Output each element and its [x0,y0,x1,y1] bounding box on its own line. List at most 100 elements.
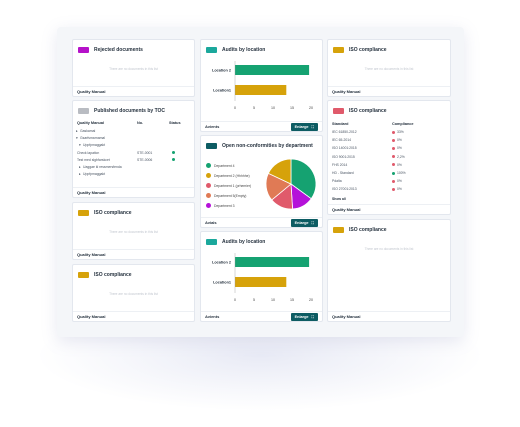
legend-swatch-icon [206,193,211,198]
iso-compliance-widget: ISO compliance There are no documents in… [72,264,195,322]
toc-item-label: Test med slgbfarskcet [77,157,110,162]
table-row[interactable]: ▸ Uppfpmaggakt [77,171,190,177]
quality-manual-label[interactable]: Quality Manual [77,314,106,319]
pie-slice[interactable] [267,158,292,185]
avients-label[interactable]: Avients [205,124,220,129]
expand-icon: ⛶ [311,220,314,225]
column-header: Status [169,121,181,125]
iso-tag-icon [333,108,344,114]
standard-name: ISO 27001:2013 [332,187,357,192]
audits-by-location-widget: Audits by location Location 2 Location1 0 5… [200,231,323,322]
x-tick-label: 5 [253,298,255,302]
compliance-value: 0% [397,187,402,192]
quality-manual-label[interactable]: Quality Manual [332,89,361,94]
legend-label: Department 1 (prhemier) [214,183,252,188]
table-row[interactable]: Check lapaticn STE-0001 [77,150,190,156]
table-row: IEC 61850-2012 33% [332,129,446,135]
quality-manual-label[interactable]: Quality Manual [332,207,361,212]
compliance-value: 0% [397,138,402,143]
status-dot-icon [172,151,175,155]
compliance-value: 0% [397,146,402,151]
legend-swatch-icon [206,183,211,188]
compliance-value: 0% [397,162,402,167]
standard-name: Pdalta [332,179,342,184]
compliance-dot-icon [392,171,395,175]
category-label: Location1 [213,89,231,93]
legend-item[interactable]: Department 1 (prhemier) [206,183,251,188]
quality-manual-label[interactable]: Quality Manual [332,314,361,319]
bar[interactable] [235,257,310,267]
iso-compliance-table: Standard Compliance IEC 61850-2012 33% IEC… [332,121,446,205]
rejected-documents-widget: Rejected documents There are no document… [72,39,195,97]
compliance-value: 0% [397,179,402,184]
quality-manual-label[interactable]: Quality Manual [77,252,106,257]
show-all-link[interactable]: Show all [332,197,346,201]
quality-manual-label[interactable]: Quality Manual [77,89,106,94]
table-row[interactable]: ▸ Uaggae kl ressmersfenda [77,164,190,170]
table-row[interactable]: ▾ Gsarfsmarnamal [76,135,190,141]
x-tick-label: 20 [309,298,313,302]
toc-item-label: Gaskamal [80,129,96,133]
table-row[interactable]: ▸ Gaskamal [76,128,190,134]
audits-tag-icon [206,239,217,245]
empty-list-placeholder: There are no documents in this list [364,247,414,251]
document-number: STE-0001 [137,150,153,155]
table-row: Pdalta 0% [332,178,446,184]
standard-name: IEC 61850-2012 [332,130,357,134]
table-row[interactable]: Test med slgbfarskcet STE-0006 [77,157,190,163]
column-header: Quality Manual [77,121,105,125]
x-tick-label: 20 [309,106,313,110]
iso-tag-icon [78,210,89,216]
audits-by-location-widget: Audits by location Location 2 Location1 0 5… [200,39,323,132]
enlarge-button[interactable]: Enlarge ⛶ [290,312,318,321]
chevron-down-icon[interactable]: ▾ [79,143,81,148]
compliance-dot-icon [392,146,395,150]
chevron-right-icon[interactable]: ▸ [79,172,81,177]
enlarge-button[interactable]: Enlarge ⛶ [290,218,318,227]
chevron-right-icon[interactable]: ▸ [79,165,81,169]
iso-compliance-widget: ISO compliance There are no documents in… [72,202,195,260]
chevron-right-icon[interactable]: ▸ [76,129,78,133]
iso-tag-icon [333,47,344,53]
table-row: IEC 65-2014 0% [332,137,446,143]
x-tick-label: 0 [234,106,236,110]
table-row[interactable]: ▾ Uppfpmaggakt [77,142,190,148]
legend-label: Department 3 [214,203,235,208]
document-number: STE-0006 [137,157,153,162]
column-header: Standard [332,122,349,126]
x-tick-label: 5 [253,106,255,110]
legend-item[interactable]: Department 3 [206,203,235,208]
pie-slice[interactable] [290,158,317,200]
table-row: HD - Standard 100% [332,170,446,176]
enlarge-button[interactable]: Enlarge ⛶ [290,122,318,131]
table-row: ISO 14001:2015 0% [332,145,446,151]
legend-swatch-icon [206,163,211,168]
category-label: Location1 [213,281,231,285]
avials-label[interactable]: Avials [205,220,217,225]
quality-manual-label[interactable]: Quality Manual [77,190,106,195]
column-header: Compliance [392,122,414,126]
compliance-dot-icon [392,187,395,191]
widget-title: Open non-conformities by department [222,143,313,149]
compliance-dot-icon [392,163,395,167]
status-dot-icon [172,158,175,162]
bar[interactable] [235,277,287,287]
bar[interactable] [235,65,310,75]
legend-item[interactable]: Department 5(Empty) [206,193,246,198]
chevron-down-icon[interactable]: ▾ [76,136,78,141]
x-tick-label: 10 [271,106,275,110]
empty-list-placeholder: There are no documents in this list [109,292,158,296]
published-tag-icon [78,108,89,114]
table-row: FHS 2014 0% [332,162,446,168]
legend-item[interactable]: Department 2 (Hhhhhe) [206,173,250,178]
non-conformities-pie-chart [265,158,317,210]
compliance-value: 33% [397,130,404,134]
iso-compliance-widget: ISO compliance There are no documents in… [327,39,451,97]
bar[interactable] [235,85,287,95]
widget-title: ISO compliance [94,272,132,278]
avients-label[interactable]: Avients [205,314,220,319]
empty-list-placeholder: There are no documents in this list [109,230,158,234]
legend-item[interactable]: Department 4 [206,163,235,168]
audits-bar-chart: Location 2 Location1 0 5 10 15 20 [212,61,313,110]
iso-tag-icon [333,227,344,233]
